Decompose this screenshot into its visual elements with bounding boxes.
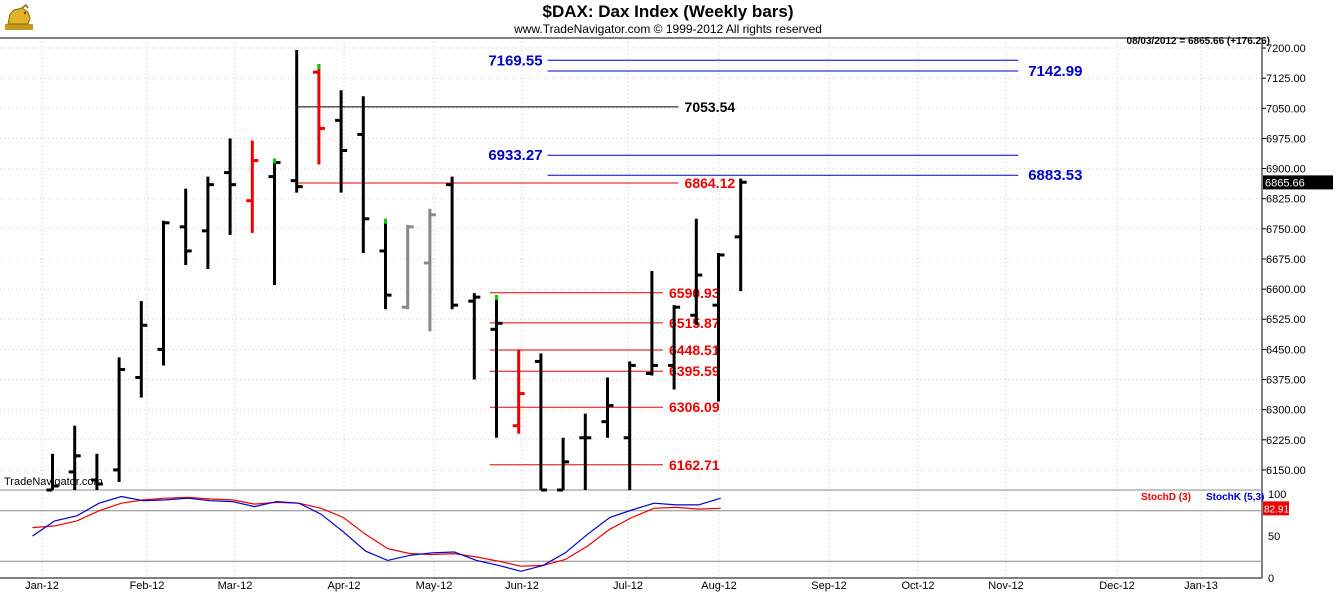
stoch-tick-label: 100 (1268, 489, 1286, 501)
month-tick-label: Mar-12 (218, 580, 253, 592)
stoch-tick-label: 0 (1268, 573, 1274, 585)
level-label: 6590.93 (669, 285, 720, 301)
price-tick-label: 6300.00 (1266, 405, 1306, 417)
price-tick-label: 6900.00 (1266, 164, 1306, 176)
level-label: 6448.51 (669, 342, 720, 358)
copyright-subtitle: www.TradeNavigator.com © 1999-2012 All r… (514, 22, 822, 36)
price-tick-label: 6150.00 (1266, 465, 1306, 477)
stoch-k-legend: StochK (5,3) (1206, 492, 1265, 503)
stoch-current-box (1263, 501, 1289, 516)
stoch-line (32, 496, 721, 567)
month-tick-label: Jan-12 (25, 580, 59, 592)
current-price-label: 6865.66 (1265, 177, 1305, 189)
level-label: 6162.71 (669, 457, 720, 473)
price-tick-label: 7125.00 (1266, 73, 1306, 85)
last-quote-label: 08/03/2012 = 6865.66 (+176.26) (1126, 36, 1270, 47)
price-tick-label: 6675.00 (1266, 254, 1306, 266)
month-tick-label: Sep-12 (811, 580, 846, 592)
price-tick-label: 6375.00 (1266, 375, 1306, 387)
month-tick-label: Jul-12 (613, 580, 643, 592)
price-tick-label: 7050.00 (1266, 103, 1306, 115)
stoch-current-label: 82.91 (1264, 504, 1289, 515)
price-tick-label: 6525.00 (1266, 314, 1306, 326)
month-tick-label: May-12 (416, 580, 453, 592)
month-tick-label: Aug-12 (701, 580, 736, 592)
current-price-box (1263, 175, 1333, 190)
month-tick-label: Feb-12 (130, 580, 165, 592)
month-tick-label: Nov-12 (988, 580, 1023, 592)
price-tick-label: 7200.00 (1266, 43, 1306, 55)
chart-title: $DAX: Dax Index (Weekly bars) (542, 2, 794, 21)
price-tick-label: 6750.00 (1266, 224, 1306, 236)
level-label: 6933.27 (488, 147, 542, 164)
month-tick-label: Jun-12 (505, 580, 539, 592)
level-label: 6515.87 (669, 315, 720, 331)
stoch-d-legend: StochD (3) (1141, 492, 1191, 503)
level-label: 6864.12 (685, 175, 736, 191)
price-tick-label: 6975.00 (1266, 133, 1306, 145)
price-tick-label: 6600.00 (1266, 284, 1306, 296)
price-tick-label: 6825.00 (1266, 194, 1306, 206)
price-tick-label: 6225.00 (1266, 435, 1306, 447)
level-label: 6883.53 (1028, 167, 1082, 184)
level-label: 7142.99 (1028, 63, 1082, 80)
stoch-line (32, 495, 721, 572)
month-tick-label: Apr-12 (327, 580, 360, 592)
month-tick-label: Dec-12 (1099, 580, 1134, 592)
month-tick-label: Jan-13 (1184, 580, 1218, 592)
price-tick-label: 6450.00 (1266, 344, 1306, 356)
level-label: 7053.54 (685, 99, 736, 115)
stoch-tick-label: 50 (1268, 531, 1280, 543)
watermark-label: TradeNavigator.com (4, 476, 103, 488)
level-label: 7169.55 (488, 52, 542, 69)
trade-navigator-bull-icon[interactable] (4, 4, 34, 32)
level-label: 6306.09 (669, 399, 720, 415)
level-label: 6395.59 (669, 363, 720, 379)
month-tick-label: Oct-12 (901, 580, 934, 592)
